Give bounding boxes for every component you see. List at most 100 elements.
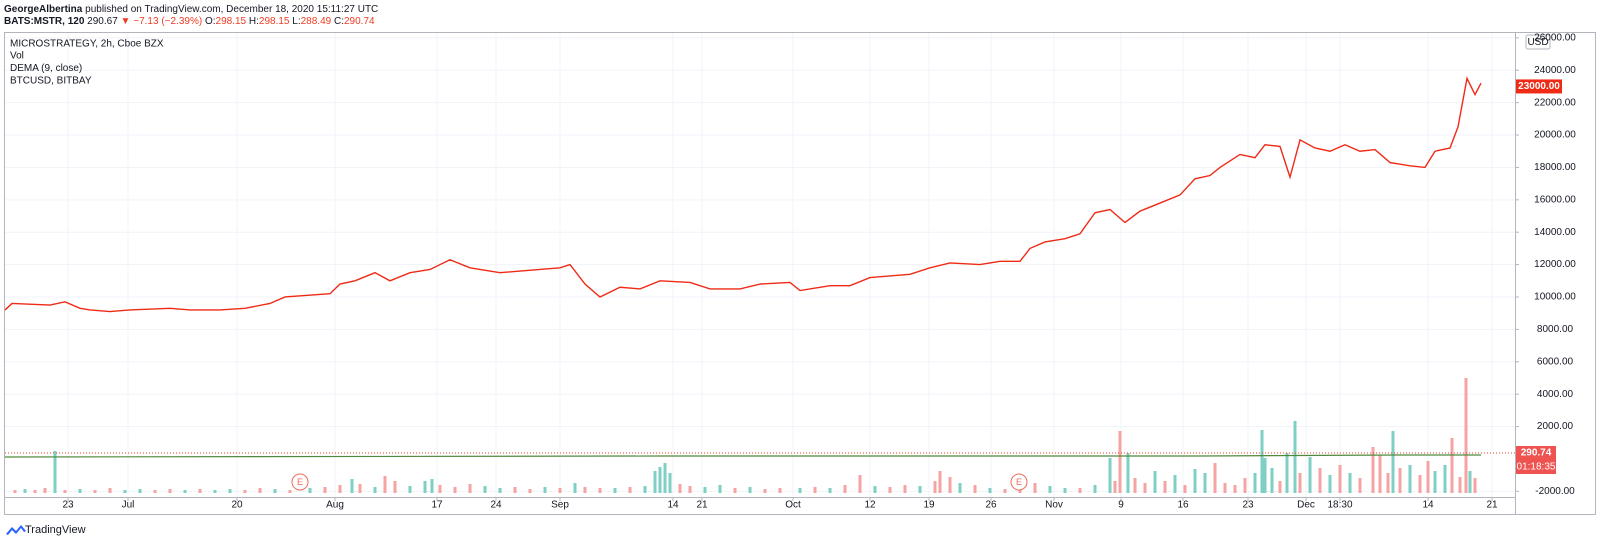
- volume-bar: [108, 488, 112, 493]
- volume-bar: [393, 481, 397, 493]
- volume-bar: [1203, 473, 1207, 493]
- x-tick-label: 9: [1118, 500, 1124, 511]
- volume-bar: [1458, 477, 1462, 493]
- volume-bar: [1270, 468, 1274, 493]
- volume-bar: [1153, 471, 1157, 493]
- x-tick-label: 14: [667, 500, 679, 511]
- volume-bar: [658, 467, 662, 493]
- volume-bar: [1298, 473, 1302, 493]
- currency: USD: [1527, 37, 1548, 48]
- volume-bar: [1468, 471, 1472, 493]
- change: −7.13 (−2.39%): [133, 16, 202, 27]
- volume-bar: [1193, 469, 1197, 493]
- h: 298.15: [259, 16, 290, 27]
- volume-bar: [843, 485, 847, 493]
- line: [4, 76, 1482, 313]
- volume-bar: [858, 475, 862, 493]
- volume-bar: [663, 463, 667, 493]
- volume-bar: [688, 486, 692, 493]
- brand-logo: TradingView: [6, 524, 86, 536]
- volume-bar: [748, 487, 752, 493]
- volume-bar: [973, 485, 977, 493]
- volume-bar: [948, 477, 952, 493]
- volume-bar: [338, 485, 342, 493]
- volume-bar: [123, 490, 127, 493]
- volume-bar: [828, 488, 832, 493]
- volume-bar: [453, 487, 457, 493]
- volume-bar: [1003, 489, 1007, 493]
- volume-bar: [1418, 475, 1422, 493]
- volume-bar: [763, 489, 767, 493]
- volume-bar: [1278, 481, 1282, 493]
- y-tick-label: 20000.00: [1534, 130, 1576, 141]
- volume-bar: [308, 488, 312, 493]
- volume-bar: [1183, 485, 1187, 493]
- header-line: GeorgeAlbertina published on TradingView…: [4, 4, 378, 15]
- volume-bar: [1108, 458, 1112, 493]
- volume-bar: [288, 490, 292, 493]
- volume-bar: [1464, 378, 1468, 493]
- legend-entry: Vol: [10, 51, 24, 62]
- volume-bar: [430, 479, 434, 493]
- volume-bar: [1358, 478, 1362, 493]
- volume-bar: [1391, 431, 1395, 493]
- volume-bar: [63, 490, 67, 493]
- author: GeorgeAlbertina: [4, 4, 83, 15]
- legend-entry: BTCUSD, BITBAY: [10, 76, 92, 87]
- volume-bar: [1308, 457, 1312, 493]
- volume-bar: [483, 486, 487, 493]
- y-tick-label: 6000.00: [1537, 356, 1574, 367]
- currency-box: [1525, 34, 1551, 50]
- volume-bar: [33, 490, 37, 493]
- volume-bar: [513, 487, 517, 493]
- volume-bar: [228, 489, 232, 493]
- volume-bar: [1338, 465, 1342, 493]
- x-tick-label: 21: [1486, 500, 1498, 511]
- x-tick-label: Dec: [1297, 500, 1315, 511]
- volume-bar: [1243, 478, 1247, 493]
- last: 290.67: [87, 16, 118, 27]
- x-tick-label: 24: [490, 500, 502, 511]
- volume-bar: [468, 484, 472, 493]
- earnings-label: E: [297, 477, 303, 487]
- logo-icon: [6, 525, 26, 535]
- volume-bar: [958, 483, 962, 493]
- volume-bar: [798, 488, 802, 493]
- volume-bar: [938, 471, 942, 493]
- chart-title: MICROSTRATEGY, 2h, Cboe BZX: [10, 39, 164, 50]
- volume-bar: [138, 489, 142, 493]
- price-tag: 290.74: [1521, 448, 1552, 459]
- volume-bar: [1018, 489, 1022, 493]
- volume-bar: [813, 487, 817, 493]
- volume-bar: [273, 489, 277, 493]
- arrow: ▼: [121, 16, 131, 27]
- y-tick-label: 12000.00: [1534, 259, 1576, 270]
- volume-bar: [258, 488, 262, 493]
- volume-bar: [613, 488, 617, 493]
- volume-bar: [653, 471, 657, 493]
- x-tick-label: Aug: [326, 500, 344, 511]
- volume-bar: [1093, 485, 1097, 493]
- legend-entry: DEMA (9, close): [10, 63, 82, 74]
- volume-bar: [438, 485, 442, 493]
- volume-bar: [718, 485, 722, 493]
- volume-bar: [1133, 478, 1137, 493]
- volume-bar: [323, 487, 327, 493]
- volume-bar: [1408, 465, 1412, 493]
- volume-bar: [1426, 461, 1430, 493]
- volume-bar: [153, 490, 157, 493]
- volume-bar: [703, 487, 707, 493]
- y-tick-label: 14000.00: [1534, 227, 1576, 238]
- volume-bar: [583, 487, 587, 493]
- x-tick-label: 17: [431, 500, 443, 511]
- volume-bar: [1173, 475, 1177, 493]
- x-tick-label: 14: [1422, 500, 1434, 511]
- line: [4, 454, 1481, 458]
- volume-bar: [1253, 473, 1257, 493]
- volume-bar: [53, 451, 57, 493]
- x-tick-label: Oct: [785, 500, 801, 511]
- volume-bar: [733, 488, 737, 493]
- symbol-line: BATS:MSTR, 120 290.67 ▼ −7.13 (−2.39%) O…: [4, 16, 375, 27]
- last-tag-bg: [1516, 79, 1562, 94]
